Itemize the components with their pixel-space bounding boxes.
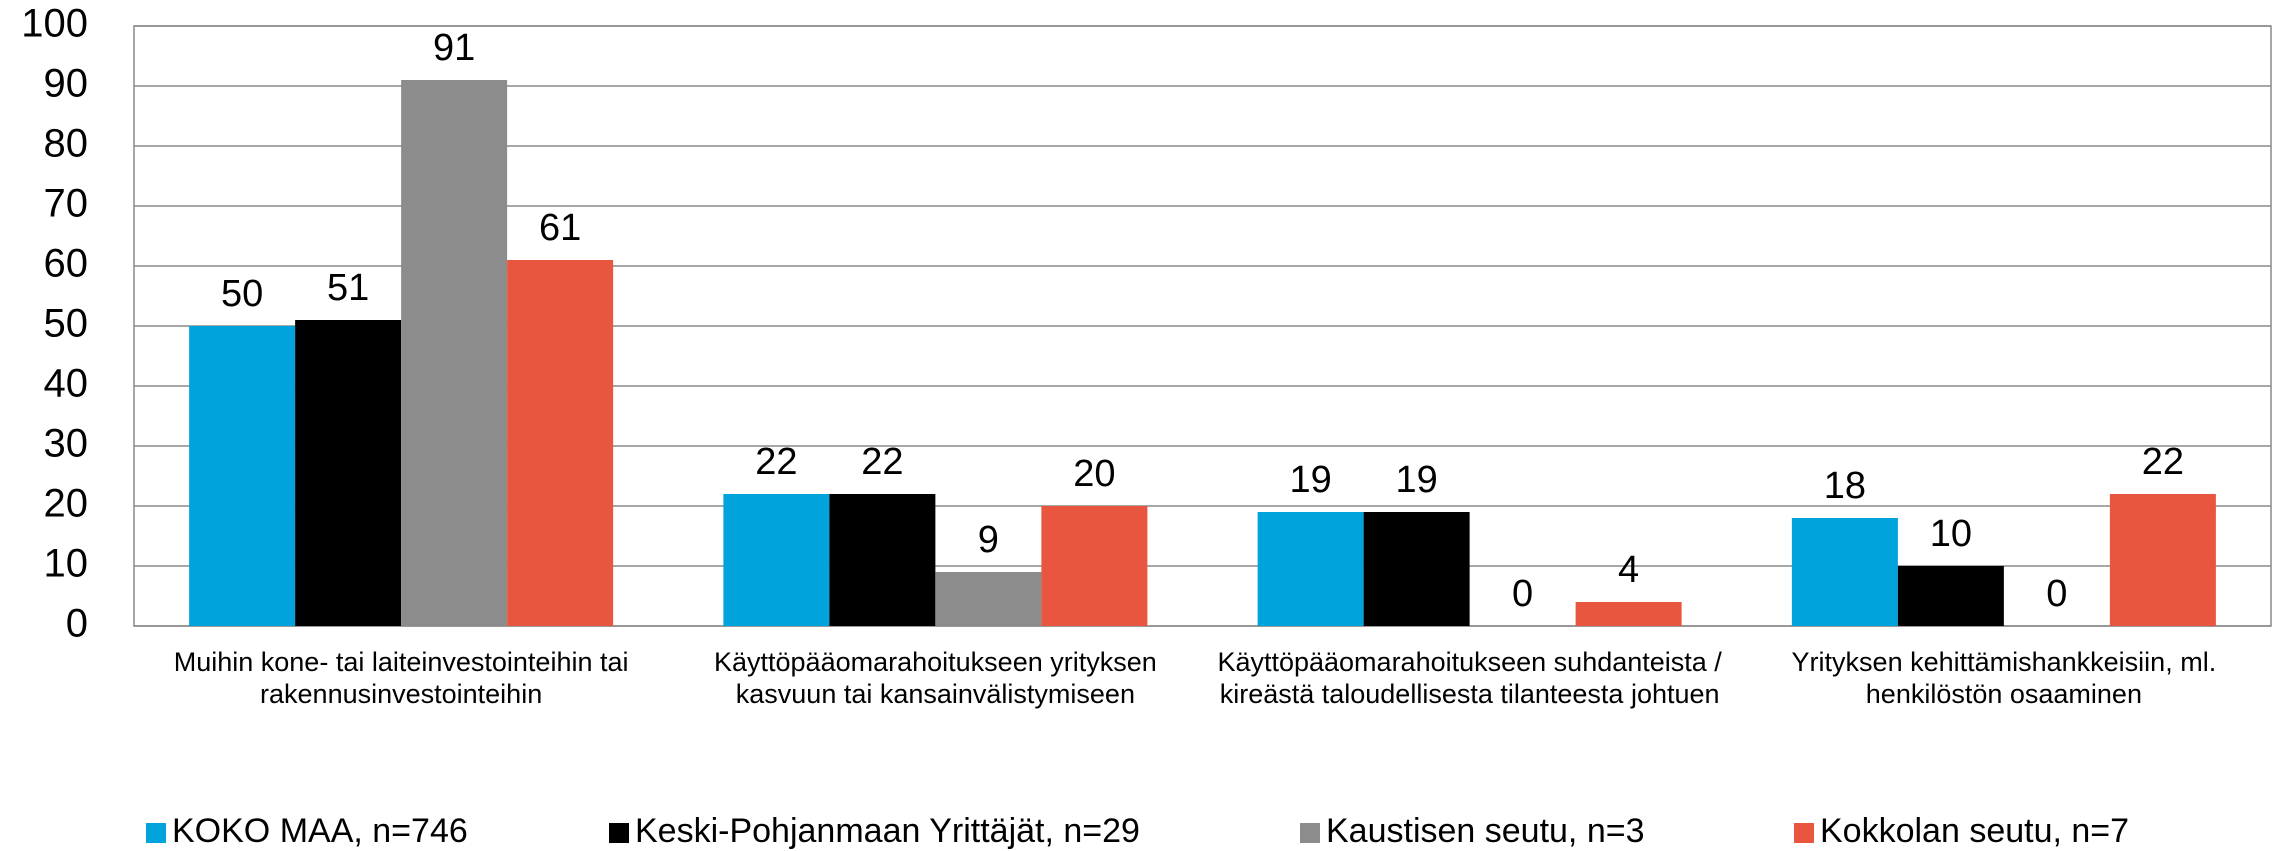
data-label: 91 (433, 27, 475, 69)
data-label: 9 (978, 519, 999, 561)
x-tick-label-box: Käyttöpääomarahoitukseen suhdanteista / … (1217, 647, 1722, 709)
bar (507, 260, 614, 626)
data-label: 61 (539, 207, 581, 249)
data-label: 51 (327, 267, 369, 309)
data-label: 0 (1512, 573, 1533, 615)
plot-border (133, 25, 2272, 627)
y-tick-label: 50 (44, 302, 89, 346)
x-tick-label-box: Käyttöpääomarahoitukseen yrityksen kasvu… (714, 647, 1157, 709)
y-tick-label: 10 (44, 542, 89, 586)
data-label: 20 (1073, 453, 1115, 495)
x-tick-label: Yrityksen kehittämishankkeisiin, ml. hen… (1791, 647, 2217, 709)
data-label: 22 (755, 441, 797, 483)
bar (189, 326, 296, 626)
legend-swatch (609, 823, 629, 843)
legend-label: Keski-Pohjanmaan Yrittäjät, n=29 (635, 812, 1140, 850)
y-tick-label: 70 (44, 182, 89, 226)
data-label: 22 (861, 441, 903, 483)
data-label: 4 (1618, 549, 1639, 591)
legend-swatch (146, 823, 166, 843)
bar (1897, 566, 2004, 626)
legend-label: Kokkolan seutu, n=7 (1820, 812, 2129, 850)
y-tick-label: 90 (44, 62, 89, 106)
bar (1041, 506, 1148, 626)
bar (1791, 518, 1898, 626)
legend-label: KOKO MAA, n=746 (172, 812, 468, 850)
data-label: 19 (1395, 459, 1437, 501)
bar (723, 494, 830, 626)
x-tick-label: Muihin kone- tai laiteinvestointeihin ta… (173, 647, 629, 709)
x-tick-label: Käyttöpääomarahoitukseen suhdanteista / … (1217, 647, 1722, 709)
y-tick-label: 0 (66, 602, 88, 646)
bar (2109, 494, 2216, 626)
legend-swatch (1300, 823, 1320, 843)
bar (829, 494, 936, 626)
bar (295, 320, 402, 626)
x-tick-label-box: Muihin kone- tai laiteinvestointeihin ta… (173, 647, 629, 709)
x-tick-label-box: Yrityksen kehittämishankkeisiin, ml. hen… (1791, 647, 2217, 709)
data-label: 18 (1824, 465, 1866, 507)
y-tick-label: 60 (44, 242, 89, 286)
bar (1575, 602, 1682, 626)
y-tick-label: 100 (21, 2, 88, 46)
y-tick-label: 40 (44, 362, 89, 406)
data-label: 50 (221, 273, 263, 315)
y-tick-label: 30 (44, 422, 89, 466)
legend-swatch (1794, 823, 1814, 843)
bar (935, 572, 1042, 626)
y-tick-label: 80 (44, 122, 89, 166)
data-label: 19 (1289, 459, 1331, 501)
y-tick-label: 20 (44, 482, 89, 526)
x-tick-label: Käyttöpääomarahoitukseen yrityksen kasvu… (714, 647, 1157, 709)
bar (1363, 512, 1470, 626)
data-label: 0 (2046, 573, 2067, 615)
bar (401, 80, 508, 626)
data-label: 22 (2142, 441, 2184, 483)
bar (1257, 512, 1364, 626)
data-label: 10 (1930, 513, 1972, 555)
legend-label: Kaustisen seutu, n=3 (1326, 812, 1645, 850)
